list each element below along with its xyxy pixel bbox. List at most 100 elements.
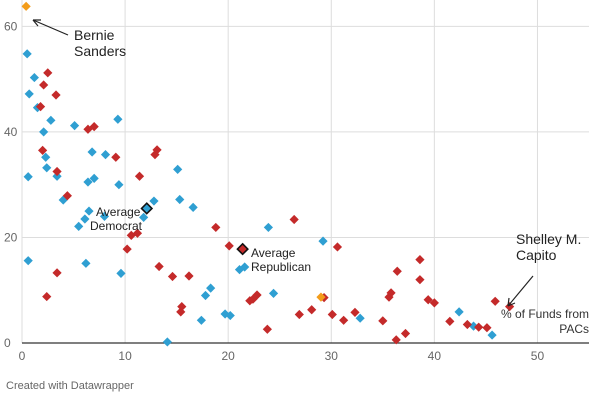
point-republican-4 [38, 145, 48, 155]
point-democrat-25 [188, 202, 198, 212]
point-democrat-15 [89, 173, 99, 183]
point-democrat-38 [268, 288, 279, 298]
point-republican-36 [332, 242, 343, 252]
point-democrat-39 [318, 236, 328, 246]
point-republican-17 [132, 228, 143, 238]
point-democrat-5 [46, 115, 56, 125]
point-democrat-2 [24, 89, 34, 99]
point-republican-2 [51, 90, 61, 100]
point-republican-11 [134, 171, 145, 181]
point-republican-40 [392, 266, 402, 276]
y-tick-0: 0 [4, 336, 11, 350]
point-democrat-26 [23, 256, 33, 266]
point-democrat-6 [23, 172, 33, 182]
point-democrat-37 [263, 222, 273, 233]
point-republican-27 [252, 290, 262, 300]
x-tick-30: 30 [325, 349, 339, 363]
point-democrat-40 [355, 313, 365, 323]
point-democrat-30 [196, 315, 206, 325]
point-democrat-43 [487, 330, 497, 340]
point-republican-42 [400, 328, 411, 339]
x-tick-40: 40 [428, 349, 442, 363]
point-republican-12 [62, 191, 72, 201]
annotations: Bernie Sanders Shelley M. Capito Average… [32, 19, 589, 336]
point-republican-41 [391, 335, 401, 345]
point-republican-43 [415, 275, 425, 285]
point-democrat-29 [162, 337, 172, 347]
point-democrat-17 [84, 206, 94, 216]
point-democrat-7 [42, 163, 52, 173]
point-democrat-23 [173, 164, 183, 174]
point-republican-46 [429, 298, 439, 308]
point-republican-13 [42, 291, 52, 302]
point-democrat-13 [113, 114, 123, 124]
point-democrat-18 [74, 221, 84, 231]
point-democrat-44 [41, 152, 51, 162]
sanders-arrow [32, 19, 69, 36]
point-republican-28 [262, 324, 272, 334]
point-republican-6 [89, 122, 99, 132]
point-republican-21 [177, 301, 187, 312]
point-democrat-1 [29, 72, 39, 83]
point-democrat-16 [114, 180, 124, 190]
x-tick-10: 10 [118, 349, 132, 363]
point-republican-48 [462, 319, 472, 330]
capito-label-line2: Capito [516, 247, 557, 263]
point-democrat-32 [206, 283, 216, 293]
average-marker-republican [236, 242, 249, 256]
point-democrat-24 [175, 194, 185, 205]
point-republican-16 [122, 244, 132, 254]
point-democrat-19 [80, 214, 90, 224]
capito-label-line1: Shelley M. [516, 231, 581, 247]
point-republican-51 [482, 323, 492, 333]
point-democrat-20 [99, 211, 110, 221]
point-republican-30 [294, 309, 304, 320]
x-axis-title-line2: PACs [559, 322, 589, 336]
grid [21, 0, 589, 344]
point-republican-7 [111, 152, 121, 162]
point-republican-23 [211, 222, 221, 233]
avg-dem-label-line1: Average [96, 205, 141, 219]
point-republican-5 [83, 124, 93, 134]
point-republican-50 [490, 296, 500, 306]
point-republican-33 [327, 309, 337, 320]
point-democrat-42 [468, 321, 479, 331]
point-democrat-11 [87, 147, 97, 157]
point-democrat-41 [454, 307, 464, 317]
point-republican-29 [289, 214, 299, 225]
point-democrat-31 [200, 290, 211, 301]
capito-arrow [507, 275, 534, 307]
point-republican-31 [307, 305, 317, 315]
point-democrat-34 [225, 310, 235, 321]
sanders-label-line1: Bernie [74, 27, 115, 43]
x-axis-title-line1: % of Funds from [501, 307, 589, 321]
point-republican-38 [384, 292, 394, 302]
y-tick-20: 20 [4, 230, 18, 244]
point-democrat-10 [69, 120, 80, 131]
x-tick-50: 50 [531, 349, 545, 363]
sanders-label-line2: Sanders [74, 43, 126, 59]
point-democrat-12 [100, 150, 111, 160]
point-republican-18 [154, 261, 164, 272]
point-republican-24 [224, 241, 234, 251]
credit-footer: Created with Datawrapper [6, 380, 134, 392]
point-republican-9 [152, 145, 162, 155]
x-tick-0: 0 [19, 349, 26, 363]
point-democrat-36 [240, 262, 250, 272]
point-democrat-0 [22, 49, 32, 59]
point-republican-10 [52, 166, 62, 177]
point-democrat-27 [81, 258, 91, 268]
point-independent-1 [316, 292, 326, 302]
average-marker-democrat [140, 202, 154, 215]
point-democrat-21 [139, 212, 149, 223]
point-democrat-28 [116, 268, 126, 278]
point-republican-0 [43, 68, 53, 78]
point-democrat-4 [39, 127, 49, 137]
data-points [21, 1, 515, 347]
avg-rep-label-line1: Average [251, 246, 296, 260]
point-republican-44 [415, 255, 425, 265]
point-republican-14 [52, 268, 62, 278]
capito-arrow-head [507, 297, 516, 307]
point-republican-1 [39, 80, 49, 90]
